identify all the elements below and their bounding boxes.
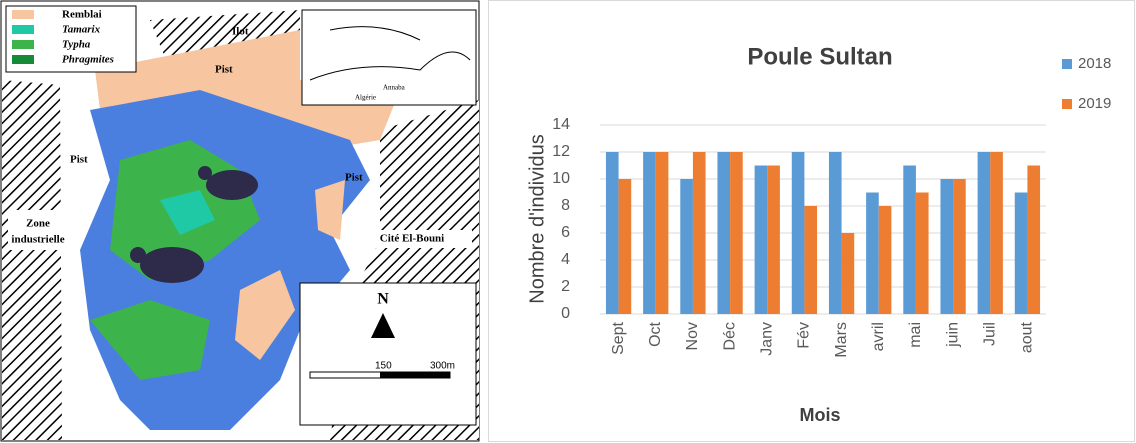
legend-swatch [12,10,34,19]
bar [828,152,842,314]
x-axis-title: Mois [799,405,840,425]
bar [940,179,954,314]
y-tick-label: 4 [561,251,570,268]
y-tick-label: 8 [561,197,570,214]
bar [1027,165,1041,314]
legend-swatch [1062,59,1072,69]
x-tick-label: Déc [721,322,738,350]
bird [206,170,258,200]
bar [767,165,780,314]
legend-swatch [12,25,34,34]
bar [605,152,619,314]
bird [140,247,204,283]
north-arrow [371,313,395,338]
bar [804,206,818,314]
legend-label: 2018 [1078,55,1111,72]
x-tick-label: aout [1019,321,1036,353]
y-tick-label: 14 [552,116,570,133]
inset-coast [309,26,471,81]
x-tick-label: Janv [758,322,775,356]
bar [692,152,706,314]
remblai-area [235,270,295,360]
inset-map [301,9,477,106]
y-tick-label: 6 [561,224,570,241]
remblai-area [315,180,345,240]
y-tick-label: 0 [561,305,570,322]
scale-bar [380,372,450,378]
legend-label: Phragmites [62,54,114,66]
x-tick-label: Nov [684,322,701,350]
bar [717,152,731,314]
bar [990,152,1003,314]
scale-box [299,282,477,426]
tamarix-area [160,190,215,235]
bar [903,165,916,314]
bar [754,165,768,314]
typha-area [90,300,210,380]
x-tick-label: Juil [981,322,998,346]
x-tick-label: Fév [796,322,813,349]
x-tick-label: avril [870,322,887,351]
bird [198,166,212,180]
x-tick-label: juin [944,322,961,348]
legend-swatch [12,55,34,64]
label-bg [8,210,70,250]
hatched-zone [2,80,62,440]
bar [618,179,632,314]
bar [953,179,966,314]
map-label: Cité El-Bouni [380,233,444,245]
bar [680,179,693,314]
bar [977,152,991,314]
bar [643,152,656,314]
bar [866,192,879,314]
y-tick-label: 2 [561,278,570,295]
legend-label: Remblai [62,9,102,21]
legend-label: Tamarix [62,24,101,36]
remblai-area [95,30,400,150]
inset-label: Annaba [383,84,406,92]
map-label: Ilot [232,26,249,38]
bar [878,206,892,314]
legend-label: Typha [62,39,91,51]
label-bg [352,230,472,248]
y-axis-title: Nombre d'individus [526,134,548,303]
chart: Poule Sultan Mois Nombre d'individus 0 2 4… [488,0,1135,442]
map-label: Pist [70,154,88,166]
x-tick-label: Mars [833,322,850,358]
inset-label: Algérie [355,94,376,102]
map-label: Zone [26,218,50,230]
map-label: Pist [215,64,233,76]
bar [655,152,669,314]
bar [915,192,929,314]
map-label: Pist [345,172,363,184]
bar [730,152,743,314]
scale-label: 150 [375,361,392,372]
bird [130,247,146,263]
scale-label: 300m [430,361,455,372]
x-tick-label: Sept [610,321,627,354]
y-tick-label: 12 [552,143,570,160]
bar [791,152,805,314]
x-tick-label: Oct [647,321,664,346]
chart-title: Poule Sultan [747,43,892,70]
bar [841,233,855,314]
legend-swatch [1062,99,1072,109]
bar [1014,192,1028,314]
legend-swatch [12,40,34,49]
north-label: N [377,291,389,308]
legend-label: 2019 [1078,95,1111,112]
map-label: industrielle [11,234,64,246]
y-tick-label: 10 [552,170,570,187]
x-tick-label: mai [907,322,924,348]
map: Remblai Tamarix Typha Phragmites Annaba … [0,0,480,442]
